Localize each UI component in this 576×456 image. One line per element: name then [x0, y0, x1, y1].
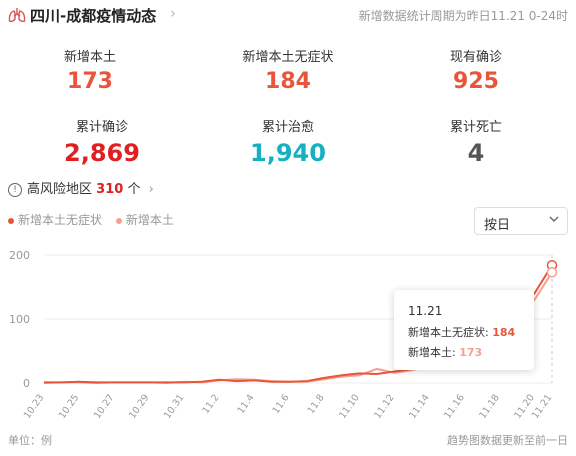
tooltip-value: 173 [459, 346, 483, 359]
x-tick-label: 10.27 [92, 392, 117, 421]
x-tick-label: 11.10 [337, 392, 362, 421]
risk-unit: 个 [127, 182, 141, 197]
chart-tooltip: 11.21 新增本土无症状: 184 新增本土: 173 [394, 290, 534, 370]
stat-value: 173 [67, 69, 113, 94]
stat-total-confirmed: 累计确诊 2,869 [12, 116, 192, 167]
stat-total-cured: 累计治愈 1,940 [198, 116, 378, 167]
trend-chart: 0 100 200 10.23 10.25 10.27 10.29 10.31 11.2 11.4… [9, 249, 558, 421]
header: 四川-成都疫情动态 › 新增数据统计周期为昨日11.21 0-24时 [0, 0, 576, 30]
select-value: 按日 [484, 218, 511, 233]
chart-legend: 新增本土无症状 新增本土 [8, 211, 184, 228]
tooltip-value: 184 [492, 326, 516, 339]
x-tick-label: 11.4 [236, 392, 257, 416]
stat-new-asymptomatic: 新增本土无症状 184 [198, 46, 378, 94]
x-tick-label: 11.8 [306, 392, 327, 416]
unit-label: 单位：例 [8, 434, 52, 447]
stat-label: 新增本土 [63, 50, 116, 65]
y-tick-label: 100 [9, 313, 30, 326]
stat-label: 累计死亡 [449, 120, 502, 135]
y-tick-label: 0 [23, 377, 30, 390]
x-tick-label: 10.23 [22, 392, 47, 421]
legend-dot [8, 217, 14, 224]
chevron-down-icon [549, 216, 559, 222]
granularity-select[interactable]: 按日 [474, 207, 568, 235]
x-tick-label: 11.14 [407, 392, 432, 421]
period-note: 新增数据统计周期为昨日11.21 0-24时 [358, 9, 568, 23]
stat-value: 2,869 [64, 139, 140, 167]
stat-label: 累计治愈 [261, 120, 314, 135]
x-tick-label: 11.2 [200, 392, 221, 416]
tooltip-date: 11.21 [408, 304, 443, 318]
stat-value: 925 [453, 69, 499, 94]
risk-count: 310 [96, 182, 124, 197]
stat-total-deaths: 累计死亡 4 [386, 116, 566, 167]
stat-current-confirmed: 现有确诊 925 [386, 46, 566, 94]
chevron-right-icon[interactable]: › [170, 4, 176, 22]
page-title[interactable]: 四川-成都疫情动态 [30, 7, 157, 25]
x-tick-label: 11.16 [442, 392, 467, 421]
x-tick-label: 10.25 [57, 392, 82, 421]
risk-label: 高风险地区 [27, 182, 93, 197]
tooltip-row-asymptomatic: 新增本土无症状: 184 [408, 324, 515, 340]
x-tick-label: 11.6 [271, 392, 292, 416]
chevron-right-icon: › [148, 182, 154, 197]
x-tick-label: 11.18 [477, 392, 502, 421]
info-icon: ! [8, 182, 22, 197]
high-risk-areas-link[interactable]: ! 高风险地区 310 个 › [8, 178, 154, 198]
x-tick-label: 10.31 [162, 392, 187, 421]
x-tick-label: 10.29 [127, 392, 152, 421]
stat-value: 184 [265, 69, 311, 94]
tooltip-label: 新增本土无症状: [408, 326, 489, 339]
stat-new-local: 新增本土 173 [0, 46, 180, 94]
update-note: 趋势图数据更新至前一日 [447, 434, 568, 447]
stat-value: 1,940 [250, 139, 326, 167]
tooltip-row-local: 新增本土: 173 [408, 344, 482, 360]
stat-value: 4 [467, 139, 485, 167]
legend-dot [115, 217, 122, 224]
tooltip-label: 新增本土: [408, 346, 456, 359]
legend-item-local[interactable]: 新增本土 [115, 213, 174, 227]
legend-label: 新增本土 [125, 213, 174, 227]
lungs-icon [8, 8, 26, 23]
y-tick-label: 200 [9, 249, 30, 262]
stat-label: 累计确诊 [75, 120, 128, 135]
legend-item-asymptomatic[interactable]: 新增本土无症状 [8, 213, 102, 227]
stat-label: 现有确诊 [449, 50, 502, 65]
stat-label: 新增本土无症状 [242, 50, 334, 65]
data-point-highlight [546, 267, 558, 278]
legend-label: 新增本土无症状 [18, 213, 103, 227]
x-tick-label: 11.12 [372, 392, 397, 421]
